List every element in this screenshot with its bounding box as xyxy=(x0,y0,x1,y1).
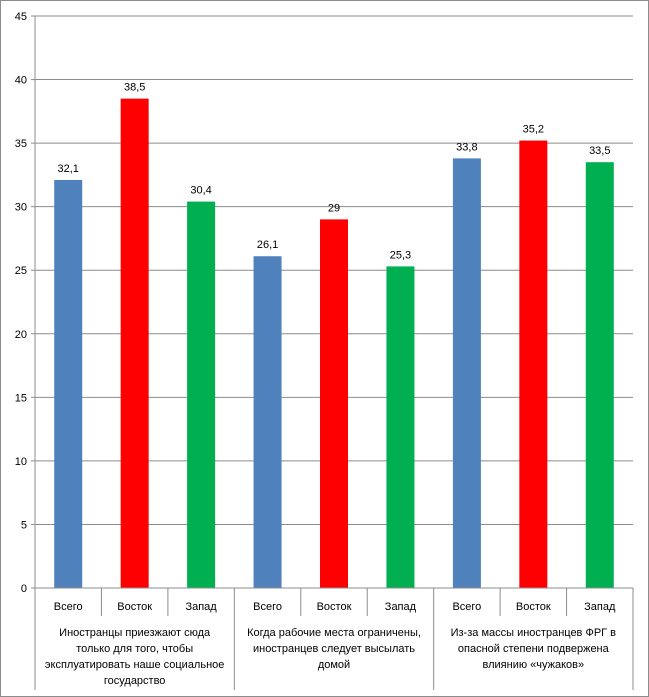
data-label: 29 xyxy=(328,202,340,214)
bar xyxy=(452,158,481,588)
group-label: государство xyxy=(104,675,166,687)
y-tick-label: 5 xyxy=(21,519,27,531)
y-tick-label: 35 xyxy=(15,138,27,150)
bar xyxy=(386,266,415,588)
category-label: Восток xyxy=(516,601,551,613)
category-label: Всего xyxy=(253,601,282,613)
y-tick-label: 10 xyxy=(15,456,27,468)
group-label: опасной степени подвержена xyxy=(458,643,610,655)
y-tick-label: 20 xyxy=(15,329,27,341)
category-label: Восток xyxy=(117,601,152,613)
y-tick-label: 25 xyxy=(15,265,27,277)
y-tick-label: 30 xyxy=(15,202,27,214)
data-label: 35,2 xyxy=(523,124,544,136)
group-label: влиянию «чужаков» xyxy=(483,659,585,671)
category-label: Всего xyxy=(452,601,481,613)
data-label: 25,3 xyxy=(390,249,411,261)
data-label: 26,1 xyxy=(257,239,278,251)
data-label: 30,4 xyxy=(190,185,211,197)
bar xyxy=(187,201,216,589)
data-label: 33,5 xyxy=(589,145,610,157)
data-label: 33,8 xyxy=(456,141,477,153)
bar xyxy=(54,179,83,588)
category-label: Запад xyxy=(385,601,417,613)
y-tick-label: 40 xyxy=(15,75,27,87)
category-label: Восток xyxy=(317,601,352,613)
category-label: Запад xyxy=(584,601,616,613)
group-label: Из-за массы иностранцев ФРГ в xyxy=(451,627,617,639)
category-label: Всего xyxy=(54,601,83,613)
data-label: 38,5 xyxy=(124,82,145,94)
group-label: домой xyxy=(318,659,350,671)
bar xyxy=(585,162,614,588)
bar xyxy=(320,219,348,588)
group-label: Когда рабочие места ограничены, xyxy=(247,627,421,639)
group-label: Иностранцы приезжают сюда xyxy=(59,627,211,639)
y-tick-label: 0 xyxy=(21,583,27,595)
group-label: иностранцев следует высылать xyxy=(253,643,415,655)
category-label: Запад xyxy=(185,601,217,613)
data-label: 32,1 xyxy=(58,163,79,175)
group-label: эксплуатировать наше социальное xyxy=(45,659,224,671)
bar xyxy=(519,140,548,588)
group-label: только для того, чтобы xyxy=(76,643,193,655)
bar xyxy=(253,256,282,588)
y-tick-label: 45 xyxy=(15,11,27,23)
bar xyxy=(120,98,149,588)
y-tick-label: 15 xyxy=(15,392,27,404)
